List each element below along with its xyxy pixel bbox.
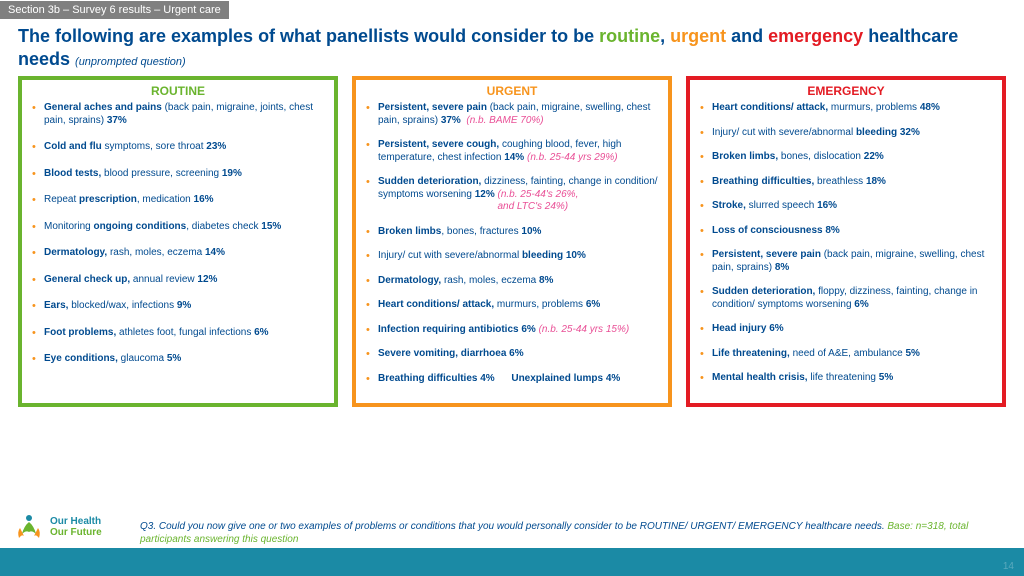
question-caption: Q3. Could you now give one or two exampl… <box>140 521 994 546</box>
routine-panel: ROUTINE General aches and pains (back pa… <box>18 76 338 407</box>
list-item: Foot problems, athletes foot, fungal inf… <box>32 327 324 340</box>
list-item: Persistent, severe cough, coughing blood… <box>366 139 658 164</box>
list-item: Breathing difficulties, breathless 18% <box>700 176 992 189</box>
routine-heading: ROUTINE <box>32 84 324 98</box>
title-urgent: urgent <box>670 26 726 46</box>
list-item: Injury/ cut with severe/abnormal bleedin… <box>366 250 658 263</box>
list-item: Dermatology, rash, moles, eczema 14% <box>32 247 324 260</box>
urgent-panel: URGENT Persistent, severe pain (back pai… <box>352 76 672 407</box>
routine-list: General aches and pains (back pain, migr… <box>32 102 324 366</box>
list-item: Eye conditions, glaucoma 5% <box>32 353 324 366</box>
logo-line2: Our Future <box>50 527 102 538</box>
logo-text: Our Health Our Future <box>50 516 102 538</box>
list-item: Sudden deterioration, floppy, dizziness,… <box>700 286 992 311</box>
list-item: Loss of consciousness 8% <box>700 225 992 238</box>
list-item: Severe vomiting, diarrhoea 6% <box>366 348 658 361</box>
list-item: Stroke, slurred speech 16% <box>700 200 992 213</box>
list-item: Ears, blocked/wax, infections 9% <box>32 300 324 313</box>
list-item: Broken limbs, bones, dislocation 22% <box>700 151 992 164</box>
urgent-list: Persistent, severe pain (back pain, migr… <box>366 102 658 385</box>
list-item: General aches and pains (back pain, migr… <box>32 102 324 127</box>
emergency-list: Heart conditions/ attack, murmurs, probl… <box>700 102 992 385</box>
list-item: Cold and flu symptoms, sore throat 23% <box>32 141 324 154</box>
emergency-heading: EMERGENCY <box>700 84 992 98</box>
list-item: Life threatening, need of A&E, ambulance… <box>700 348 992 361</box>
title-sub: (unprompted question) <box>75 56 186 68</box>
list-item: Dermatology, rash, moles, eczema 8% <box>366 275 658 288</box>
title-pre: The following are examples of what panel… <box>18 26 599 46</box>
title-sep2: and <box>726 26 768 46</box>
title-sep1: , <box>660 26 670 46</box>
list-item: Head injury 6% <box>700 323 992 336</box>
list-item: Sudden deterioration, dizziness, faintin… <box>366 176 658 214</box>
list-item: Heart conditions/ attack, murmurs, probl… <box>700 102 992 115</box>
logo-line1: Our Health <box>50 516 102 527</box>
logo: Our Health Our Future <box>14 512 102 542</box>
section-tag: Section 3b – Survey 6 results – Urgent c… <box>0 1 229 19</box>
list-item: General check up, annual review 12% <box>32 274 324 287</box>
list-item: Blood tests, blood pressure, screening 1… <box>32 168 324 181</box>
list-item: Persistent, severe pain (back pain, migr… <box>366 102 658 127</box>
list-item: Repeat prescription, medication 16% <box>32 194 324 207</box>
list-item: Broken limbs, bones, fractures 10% <box>366 226 658 239</box>
list-item: Mental health crisis, life threatening 5… <box>700 372 992 385</box>
logo-icon <box>14 512 44 542</box>
page-title: The following are examples of what panel… <box>0 19 1024 70</box>
columns: ROUTINE General aches and pains (back pa… <box>0 70 1024 407</box>
title-emergency: emergency <box>768 26 863 46</box>
list-item: Injury/ cut with severe/abnormal bleedin… <box>700 127 992 140</box>
title-routine: routine <box>599 26 660 46</box>
page-number: 14 <box>1003 561 1014 572</box>
emergency-panel: EMERGENCY Heart conditions/ attack, murm… <box>686 76 1006 407</box>
list-item: Heart conditions/ attack, murmurs, probl… <box>366 299 658 312</box>
caption-main: Q3. Could you now give one or two exampl… <box>140 521 887 532</box>
list-item: Infection requiring antibiotics 6% (n.b.… <box>366 324 658 337</box>
list-item: Monitoring ongoing conditions, diabetes … <box>32 221 324 234</box>
urgent-heading: URGENT <box>366 84 658 98</box>
list-item: Persistent, severe pain (back pain, migr… <box>700 249 992 274</box>
footer-bar: 14 <box>0 548 1024 576</box>
list-item: Breathing difficulties 4% Unexplained lu… <box>366 373 658 386</box>
